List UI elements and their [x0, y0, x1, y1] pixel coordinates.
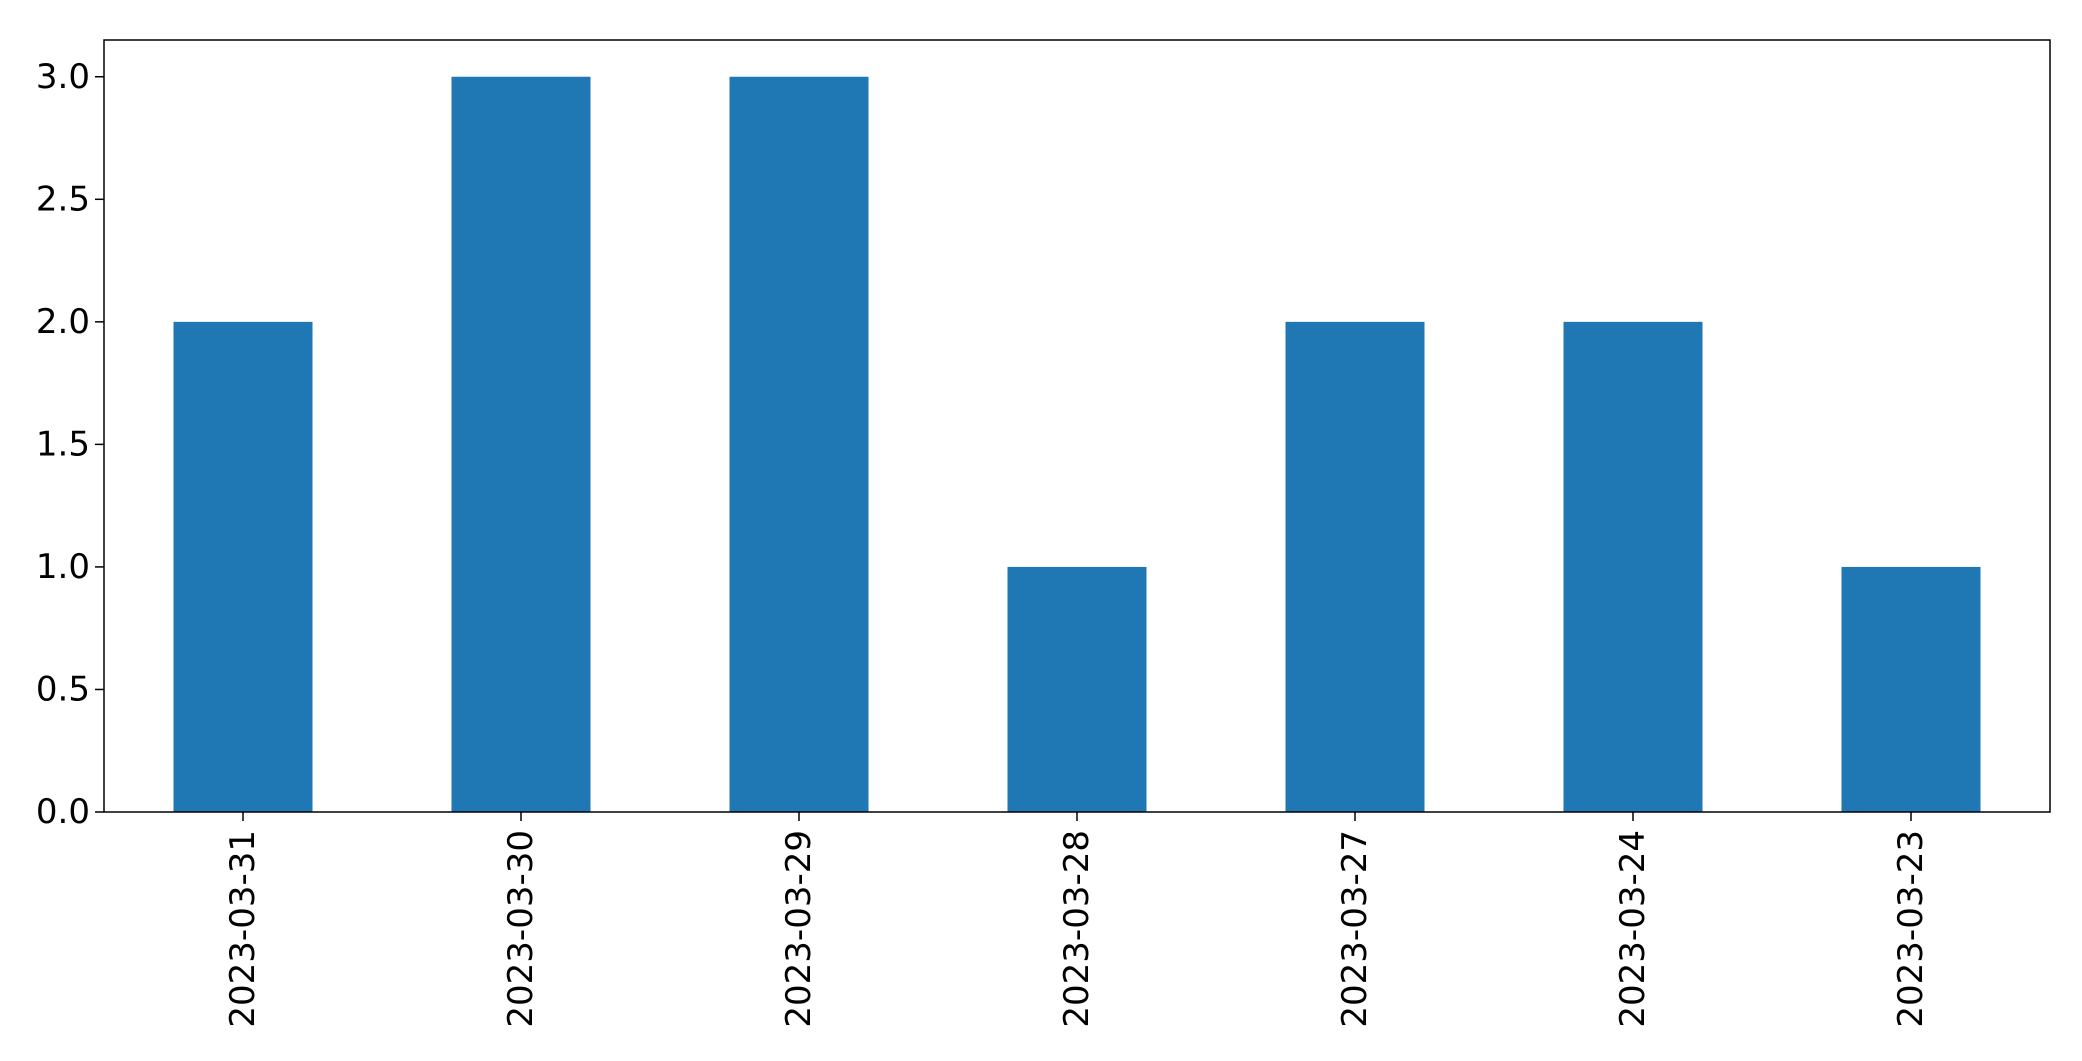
bars-group: [173, 76, 1981, 812]
plot-frame: [103, 39, 2051, 813]
x-axis: 2023-03-31 2023-03-30 2023-03-29 2023-03-28…: [223, 812, 1931, 1028]
y-tick-label: 3.0: [36, 57, 90, 97]
y-tick-label: 2.5: [36, 179, 90, 219]
y-tick-label: 1.5: [36, 424, 90, 464]
bar-2023-03-31: [173, 321, 313, 812]
y-tick-label: 2.0: [36, 302, 90, 342]
bar-2023-03-24: [1563, 321, 1703, 812]
x-tick-label: 2023-03-31: [223, 830, 263, 1028]
x-tick-label: 2023-03-27: [1335, 830, 1375, 1028]
y-tick-label: 0.5: [36, 669, 90, 709]
y-tick-label: 0.0: [36, 792, 90, 832]
x-tick-label: 2023-03-30: [501, 830, 541, 1028]
x-tick-label: 2023-03-24: [1613, 830, 1653, 1028]
x-tick-label: 2023-03-29: [779, 830, 819, 1028]
bar-2023-03-23: [1841, 566, 1981, 812]
x-tick-label: 2023-03-23: [1891, 830, 1931, 1028]
x-tick-label: 2023-03-28: [1057, 830, 1097, 1028]
y-tick-label: 1.0: [36, 547, 90, 587]
bar-2023-03-27: [1285, 321, 1425, 812]
bar-2023-03-28: [1007, 566, 1147, 812]
y-axis: 0.0 0.5 1.0 1.5 2.0 2.5 3.0: [36, 57, 104, 832]
bar-2023-03-29: [729, 76, 869, 812]
bar-2023-03-30: [451, 76, 591, 812]
